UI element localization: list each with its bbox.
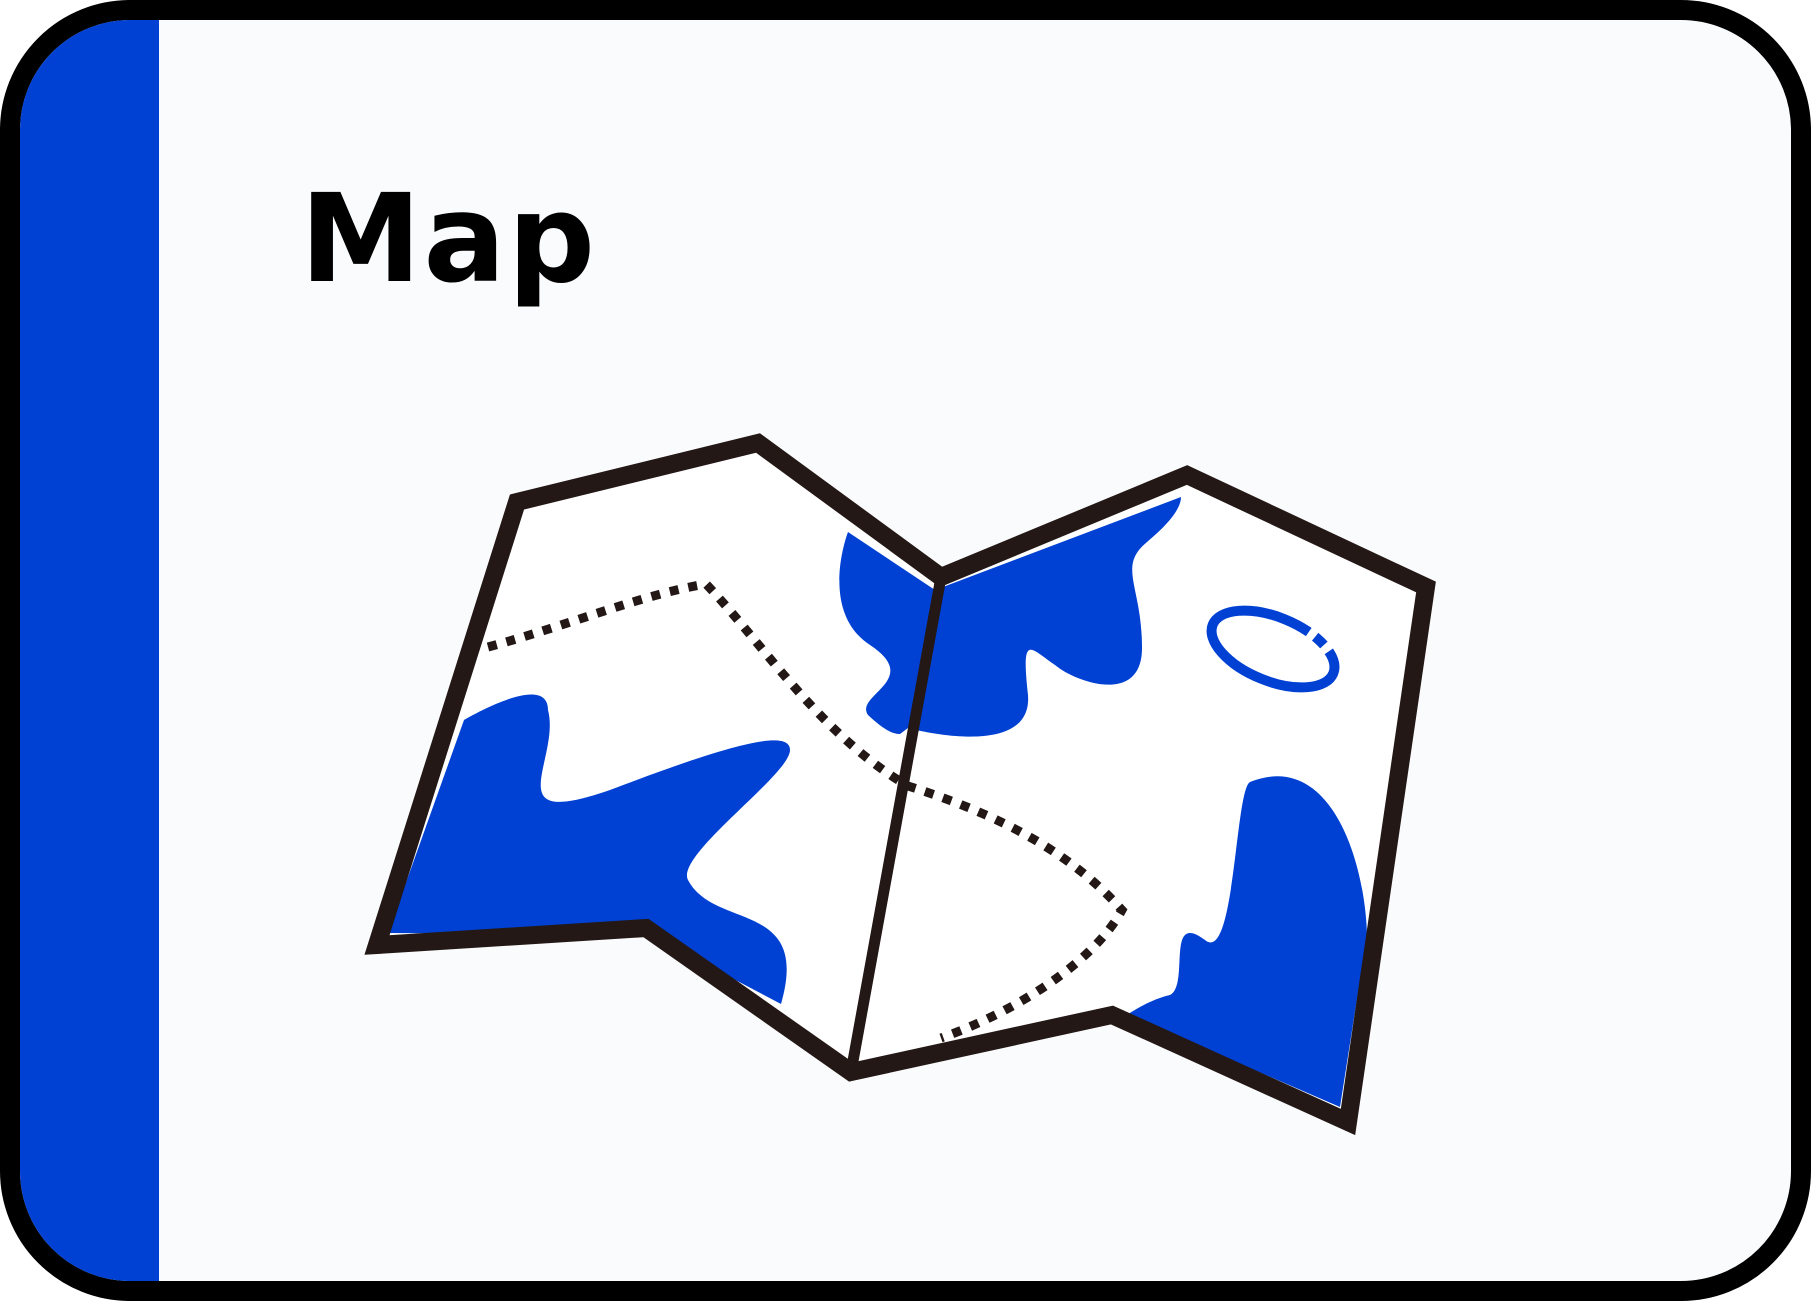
landmass-bottom-right <box>1127 776 1367 1107</box>
card-title: Map <box>300 168 598 310</box>
map-fold-line <box>845 576 947 1073</box>
landmass-left <box>388 694 790 1004</box>
map-outline <box>364 433 1436 1136</box>
accent-stripe <box>20 20 159 1281</box>
destination-ring <box>1206 605 1340 693</box>
dotted-route <box>486 579 1128 1043</box>
